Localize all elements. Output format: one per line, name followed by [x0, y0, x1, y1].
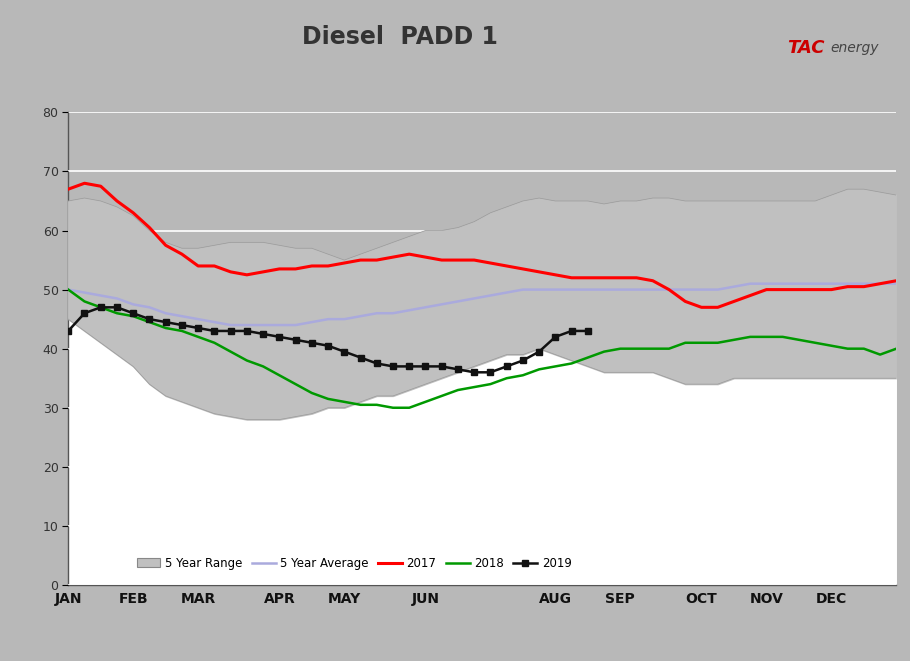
- Text: energy: energy: [830, 41, 878, 55]
- Legend: 5 Year Range, 5 Year Average, 2017, 2018, 2019: 5 Year Range, 5 Year Average, 2017, 2018…: [132, 552, 576, 574]
- Text: Diesel  PADD 1: Diesel PADD 1: [302, 25, 499, 49]
- Text: TAC: TAC: [787, 39, 824, 57]
